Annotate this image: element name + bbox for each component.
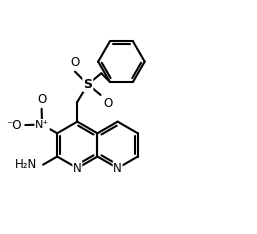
Text: O: O [70, 56, 80, 69]
Text: N⁺: N⁺ [35, 120, 49, 130]
Text: S: S [83, 78, 92, 91]
Text: O: O [37, 93, 46, 106]
Text: H₂N: H₂N [15, 158, 37, 171]
Text: ⁻O: ⁻O [7, 119, 22, 132]
Text: N: N [73, 162, 82, 175]
Text: N: N [113, 162, 122, 175]
Text: O: O [103, 97, 113, 110]
